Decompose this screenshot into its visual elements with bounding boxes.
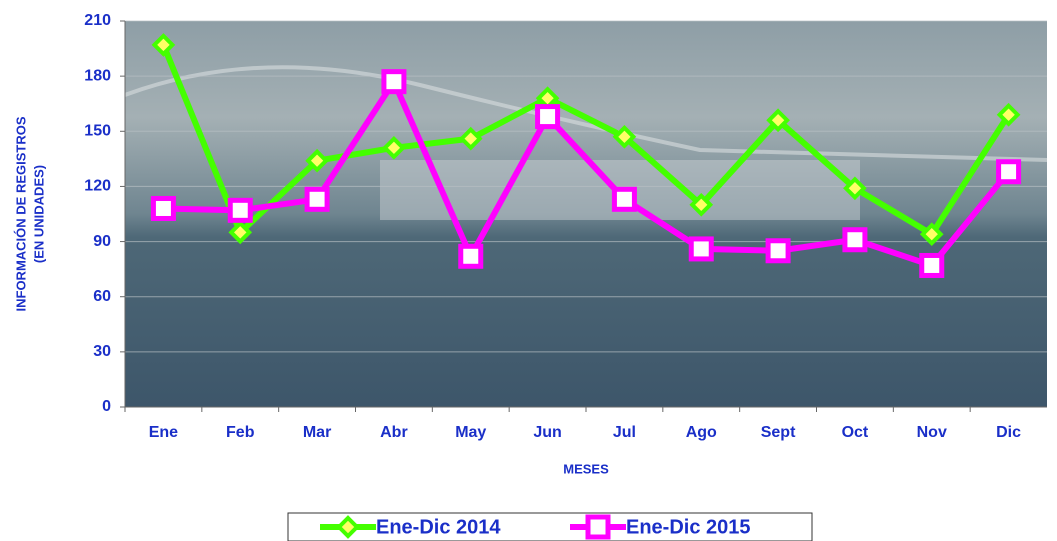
y-tick-label: 0 xyxy=(102,398,111,415)
x-tick-label: Ago xyxy=(686,424,717,441)
point xyxy=(384,72,404,92)
legend-label: Ene-Dic 2015 xyxy=(626,516,751,538)
point xyxy=(538,107,558,127)
point xyxy=(922,255,942,275)
x-tick-label: Jun xyxy=(533,424,561,441)
x-tick-label: Nov xyxy=(917,424,947,441)
y-tick-label: 90 xyxy=(93,233,111,250)
legend-marker xyxy=(588,517,608,537)
x-tick-label: Sept xyxy=(761,424,796,441)
y-tick-label: 150 xyxy=(84,123,111,140)
y-axis-label: INFORMACIÓN DE REGISTROS xyxy=(13,116,28,311)
y-tick-label: 180 xyxy=(84,67,111,84)
y-tick-label: 30 xyxy=(93,343,111,360)
x-tick-label: Ene xyxy=(149,424,178,441)
point xyxy=(768,241,788,261)
x-tick-label: Feb xyxy=(226,424,255,441)
x-tick-label: Mar xyxy=(303,424,331,441)
point xyxy=(845,230,865,250)
x-axis-label: MESES xyxy=(563,461,609,476)
y-axis-label: (EN UNIDADES) xyxy=(31,165,46,263)
chart: INFORMACIÓN DE REGISTROS (EN UNIDADES) M… xyxy=(0,0,1057,541)
point xyxy=(153,198,173,218)
y-tick-label: 120 xyxy=(84,178,111,195)
x-tick-label: Abr xyxy=(380,424,408,441)
legend-label: Ene-Dic 2014 xyxy=(376,516,501,538)
point xyxy=(614,189,634,209)
x-tick-label: Oct xyxy=(842,424,869,441)
point xyxy=(691,239,711,259)
point xyxy=(307,189,327,209)
y-tick-label: 210 xyxy=(84,12,111,29)
x-tick-label: May xyxy=(455,424,486,441)
y-tick-label: 60 xyxy=(93,288,111,305)
x-tick-label: Jul xyxy=(613,424,636,441)
x-tick-label: Dic xyxy=(996,424,1021,441)
point xyxy=(999,162,1019,182)
point xyxy=(230,200,250,220)
point xyxy=(461,246,481,266)
